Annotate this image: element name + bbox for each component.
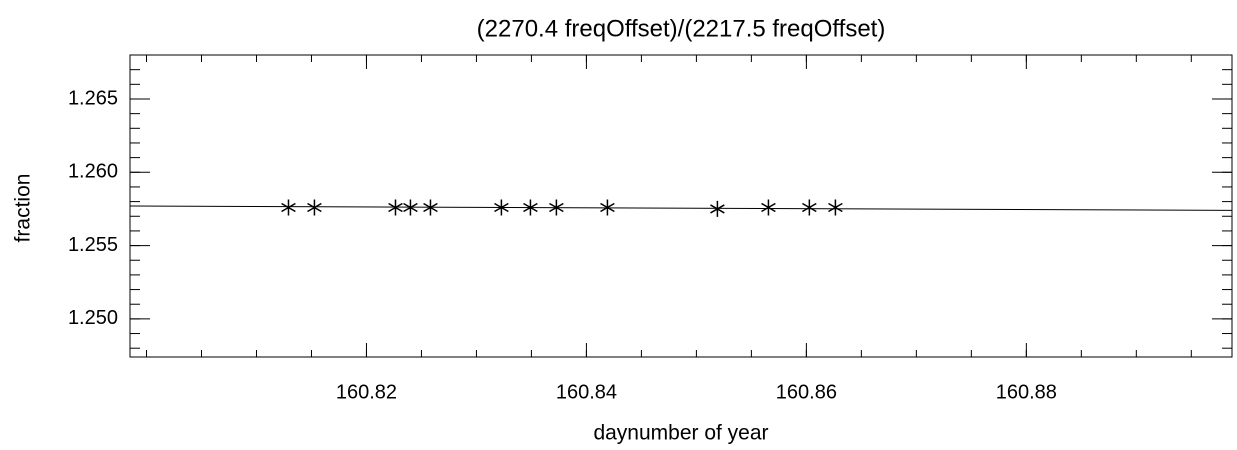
- point: [281, 199, 296, 216]
- point: [307, 199, 322, 216]
- x-tick-label: 160.86: [776, 381, 837, 403]
- x-axis-label: daynumber of year: [593, 422, 768, 445]
- point: [494, 199, 509, 216]
- point: [802, 199, 817, 216]
- fit-line: [129, 205, 1233, 211]
- y-tick-label: 1.260: [68, 161, 118, 183]
- point: [549, 199, 564, 216]
- point: [600, 199, 615, 216]
- x-tick-label: 160.84: [556, 381, 617, 403]
- point: [710, 200, 725, 217]
- y-tick-label: 1.265: [68, 87, 118, 109]
- chart-title: (2270.4 freqOffset)/(2217.5 freqOffset): [477, 15, 886, 42]
- point: [403, 199, 418, 216]
- point: [523, 199, 538, 216]
- point: [423, 199, 438, 216]
- x-tick-label: 160.88: [996, 381, 1057, 403]
- y-tick-label: 1.255: [68, 234, 118, 256]
- point: [828, 199, 843, 216]
- point: [388, 199, 403, 216]
- y-tick-label: 1.250: [68, 307, 118, 329]
- x-tick-label: 160.82: [336, 381, 397, 403]
- plot-frame: [129, 54, 1233, 358]
- y-axis-label: fraction: [12, 174, 35, 243]
- point: [761, 199, 776, 216]
